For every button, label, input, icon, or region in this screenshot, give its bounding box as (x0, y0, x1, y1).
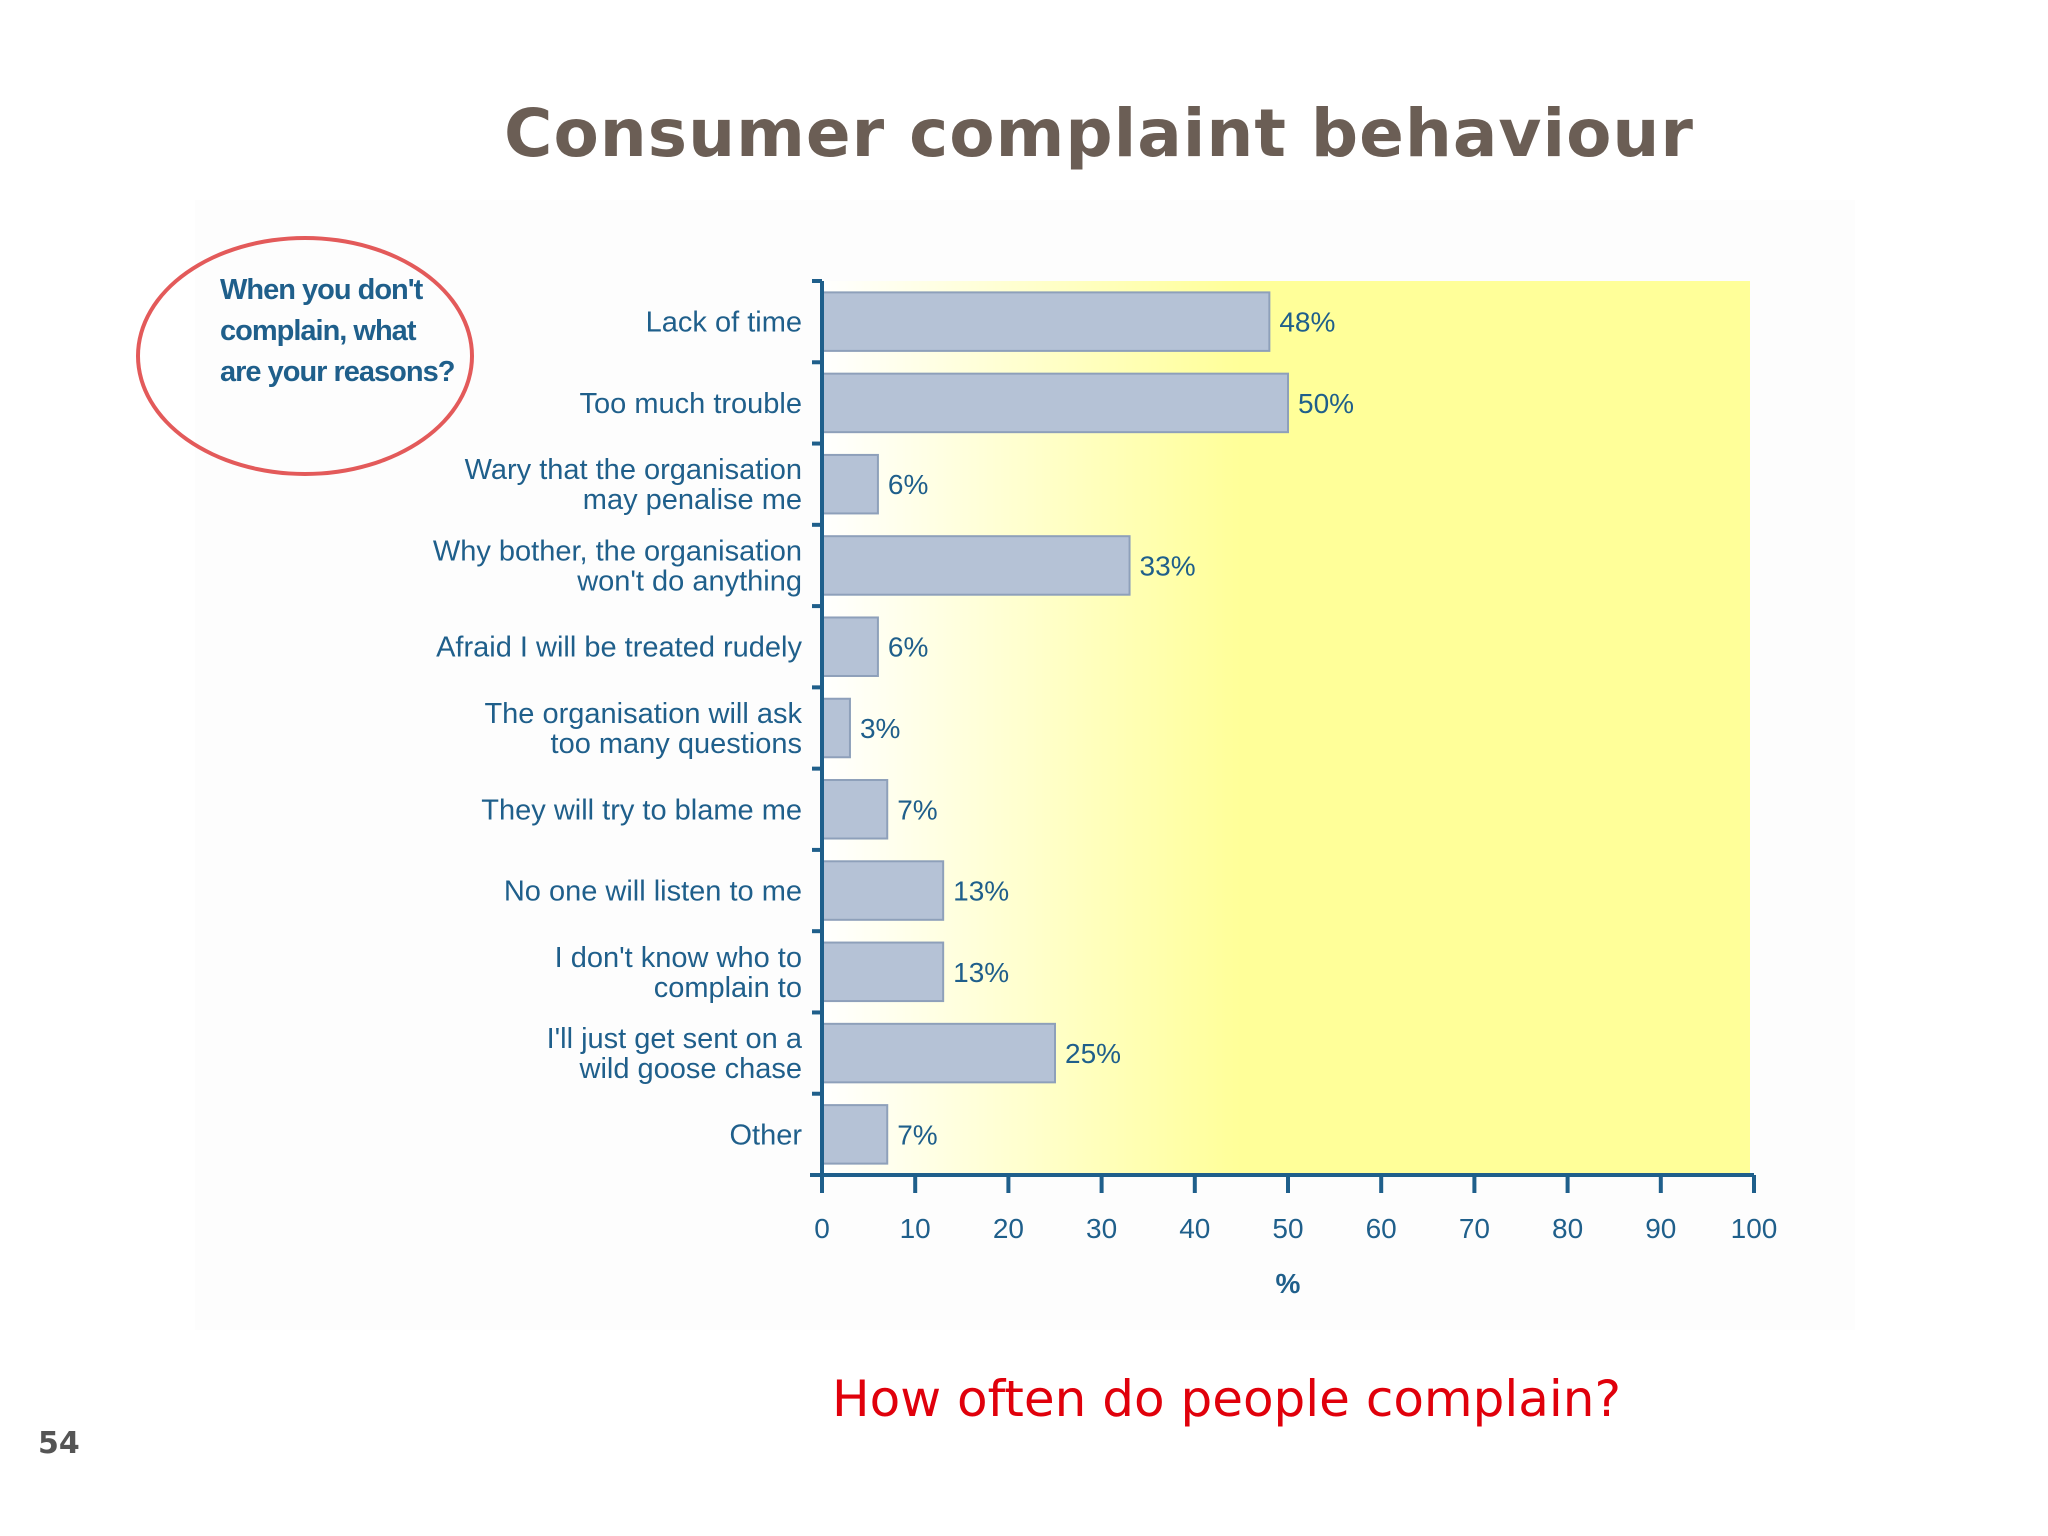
bar (821, 779, 889, 840)
bar-value-label: 13% (953, 957, 1009, 988)
category-label: I don't know who to complain to (555, 942, 802, 1004)
bar (821, 372, 1289, 434)
x-tick-label: 40 (1179, 1213, 1210, 1244)
question-text: How often do people complain? (832, 1370, 1622, 1428)
bar-value-label: 13% (953, 876, 1009, 907)
bar (821, 697, 851, 759)
bar (821, 291, 1271, 352)
bar-value-label: 6% (888, 632, 928, 663)
bar-value-label: 50% (1298, 388, 1354, 419)
category-label: I'll just get sent on a wild goose chase (547, 1023, 803, 1085)
callout-text: When you don't complain, what are your r… (220, 274, 455, 388)
bar-value-label: 48% (1279, 307, 1335, 338)
bar-value-label: 7% (897, 1119, 937, 1150)
slide-title: Consumer complaint behaviour (504, 95, 1694, 172)
x-axis-title: % (1276, 1268, 1301, 1299)
page-number: 54 (38, 1426, 80, 1461)
x-tick-label: 50 (1272, 1213, 1303, 1244)
x-tick-label: 100 (1731, 1213, 1778, 1244)
bar-value-label: 25% (1065, 1038, 1121, 1069)
bar-value-label: 7% (897, 794, 937, 825)
bar (821, 616, 879, 677)
bar (821, 860, 945, 921)
bar (821, 1022, 1056, 1084)
category-label: The organisation will ask too many questi… (484, 698, 802, 760)
x-tick-label: 0 (814, 1213, 830, 1244)
category-label: Other (729, 1119, 802, 1151)
category-label: They will try to blame me (481, 794, 802, 826)
x-tick-label: 60 (1366, 1213, 1397, 1244)
bar (821, 941, 945, 1003)
bar-value-label: 6% (888, 469, 928, 500)
bar (821, 535, 1131, 596)
category-label: Lack of time (646, 307, 802, 339)
category-label: Too much trouble (580, 388, 802, 420)
x-tick-label: 80 (1552, 1213, 1583, 1244)
bar-value-label: 3% (860, 713, 900, 744)
x-tick-label: 20 (993, 1213, 1024, 1244)
callout-ellipse (136, 236, 474, 476)
category-label: Wary that the organisation may penalise m… (465, 454, 802, 516)
x-tick-label: 10 (900, 1213, 931, 1244)
x-tick-label: 70 (1459, 1213, 1490, 1244)
x-tick-label: 90 (1645, 1213, 1676, 1244)
category-label: Why bother, the organisation won't do any… (433, 535, 802, 597)
x-tick-label: 30 (1086, 1213, 1117, 1244)
bar (821, 1104, 889, 1165)
bar (821, 453, 879, 515)
category-label: No one will listen to me (504, 876, 802, 908)
bar-value-label: 33% (1140, 550, 1196, 581)
category-label: Afraid I will be treated rudely (436, 632, 802, 664)
